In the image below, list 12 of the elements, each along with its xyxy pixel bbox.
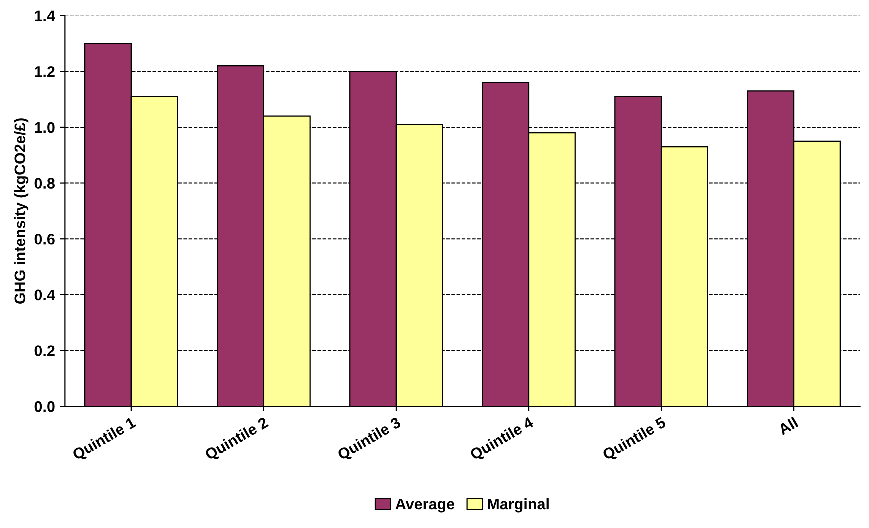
y-tick-label: 0.6	[34, 234, 55, 245]
legend-label: Average	[396, 499, 455, 513]
y-tick-label: 1.0	[35, 122, 55, 134]
y-tick-label: 1.4	[35, 10, 56, 22]
y-tick-label: 0.2	[34, 346, 55, 356]
y-tick-label: 0.0	[34, 401, 55, 412]
y-tick-label: 0.8	[34, 178, 55, 189]
y-tick-label: 0.4	[34, 290, 56, 301]
y-tick-label: 1.2	[35, 66, 55, 78]
legend-label: Marginal	[488, 498, 549, 513]
y-axis-title: GHG intensity (kgCO2e/£)	[14, 118, 29, 304]
x-tick-label: All	[777, 416, 799, 436]
